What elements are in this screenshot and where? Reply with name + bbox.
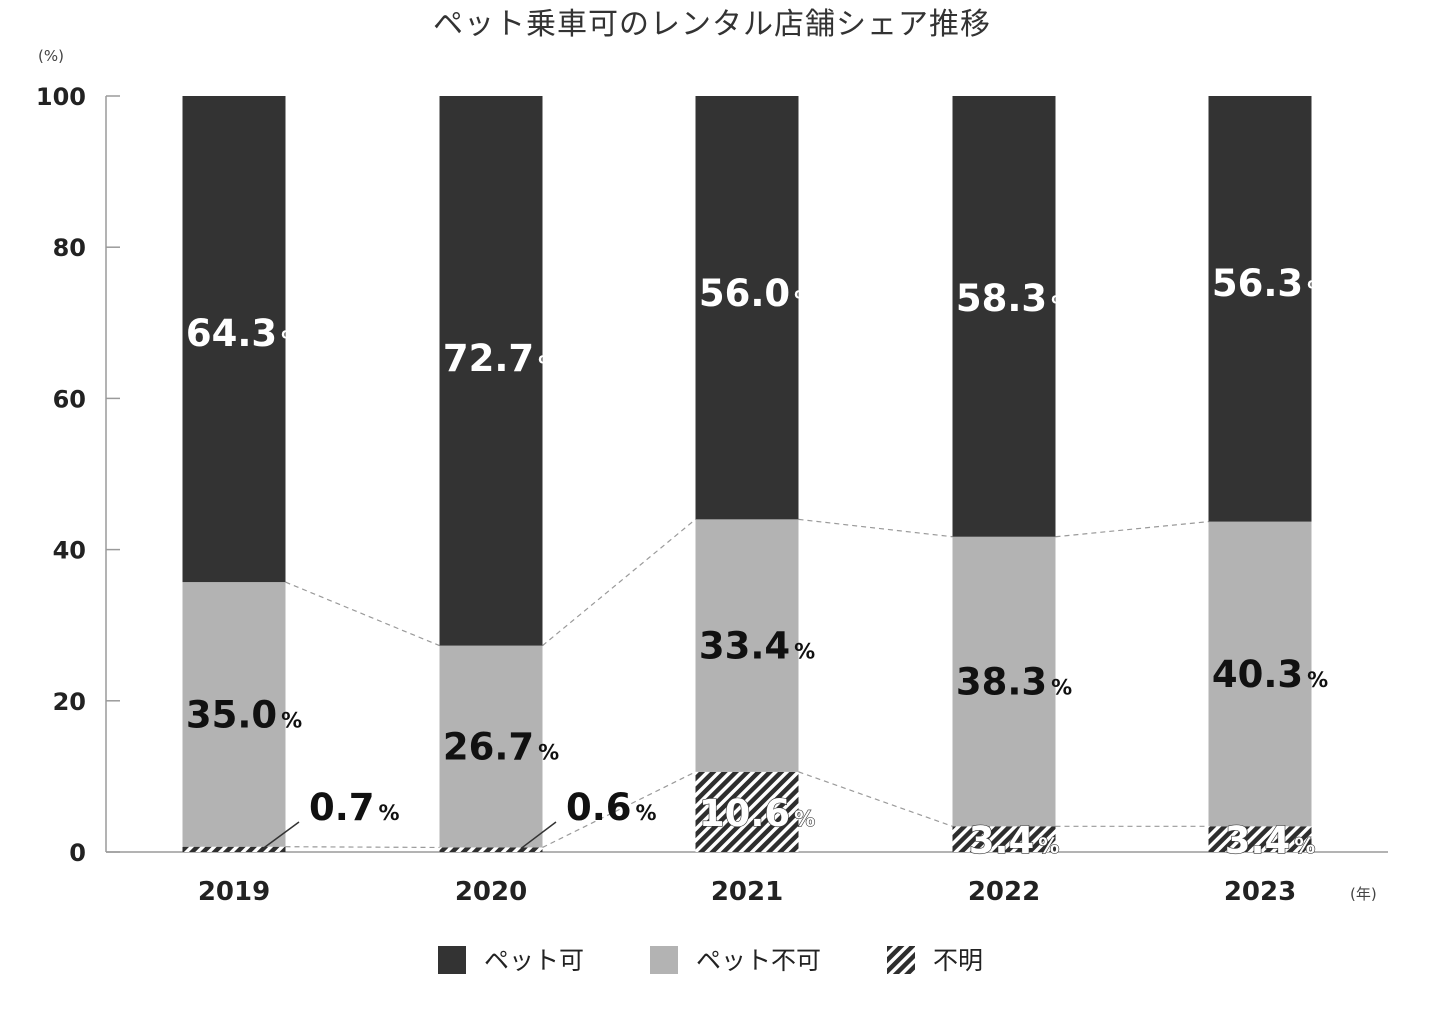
bar-segment	[952, 826, 1056, 852]
y-tick-label: 20	[53, 688, 86, 716]
y-tick-label: 60	[53, 385, 86, 413]
data-label: 64.3%	[186, 312, 302, 355]
data-label: 0.7%	[309, 786, 400, 829]
x-tick-label: 2019	[198, 877, 270, 907]
y-tick-label: 100	[36, 83, 86, 111]
x-tick-label: 2022	[968, 877, 1040, 907]
legend-label: 不明	[933, 946, 983, 975]
data-label: 3.4%	[969, 819, 1060, 862]
data-label: 56.0%	[699, 272, 815, 315]
legend-swatch	[887, 946, 915, 974]
data-label: 58.3%	[956, 277, 1072, 320]
legend-label: ペット可	[484, 946, 584, 975]
axes: 0 20 40 60 80 100 2019 2020 2021 2022 2023	[36, 83, 1388, 907]
y-axis-unit: (%)	[38, 47, 64, 65]
bar-segment	[695, 771, 799, 852]
connector-lines	[285, 518, 1209, 849]
connector-line	[798, 518, 953, 538]
connector-line	[542, 518, 696, 647]
data-label: 38.3%	[956, 661, 1072, 704]
data-label: 3.4%	[1225, 819, 1316, 862]
bar-segment	[1208, 521, 1312, 827]
connector-line	[285, 846, 440, 849]
bar-segment	[439, 96, 543, 646]
connector-line	[798, 771, 953, 827]
data-label: 35.0%	[186, 693, 302, 736]
connector-line	[285, 581, 440, 647]
bars	[182, 96, 1312, 852]
connector-line	[1055, 521, 1209, 538]
bar-segment	[182, 96, 286, 583]
legend: ペット可 ペット不可 不明	[438, 946, 983, 975]
chart-title: ペット乗車可のレンタル店舗シェア推移	[433, 7, 991, 42]
x-tick-label: 2020	[455, 877, 527, 907]
legend-swatch	[438, 946, 466, 974]
bar-segment	[182, 846, 286, 852]
data-label: 72.7%	[443, 337, 559, 380]
leader-line	[520, 821, 557, 850]
data-label: 26.7%	[443, 726, 559, 769]
y-tick-label: 40	[53, 537, 86, 565]
data-label: 0.6%	[566, 786, 657, 829]
data-label: 40.3%	[1212, 653, 1328, 696]
bar-segment	[952, 536, 1056, 827]
data-label: 10.6%	[699, 792, 815, 835]
value-labels: 0.7% 0.6% 10.6 % 3.4% 3.4 % 35.0 % 26.7 % 33.4 % 38.3…	[186, 262, 1328, 863]
legend-swatch	[650, 946, 678, 974]
bar-segment	[439, 645, 543, 848]
x-tick-label: 2023	[1224, 877, 1296, 907]
x-axis-unit: (年)	[1350, 885, 1377, 903]
data-label: 56.3%	[1212, 262, 1328, 305]
bar-segment	[1208, 826, 1312, 852]
leader-line	[263, 821, 300, 849]
y-tick-label: 80	[53, 234, 86, 262]
x-tick-label: 2021	[711, 877, 783, 907]
bar-segment	[695, 96, 799, 520]
connector-line	[542, 771, 696, 849]
bar-segment	[182, 582, 286, 847]
bar-segment	[952, 96, 1056, 537]
y-tick-label: 0	[69, 839, 86, 867]
bar-segment	[439, 847, 543, 852]
bar-segment	[1208, 96, 1312, 522]
legend-label: ペット不可	[696, 946, 821, 975]
data-label: 33.4%	[699, 625, 815, 668]
bar-segment	[695, 519, 799, 772]
